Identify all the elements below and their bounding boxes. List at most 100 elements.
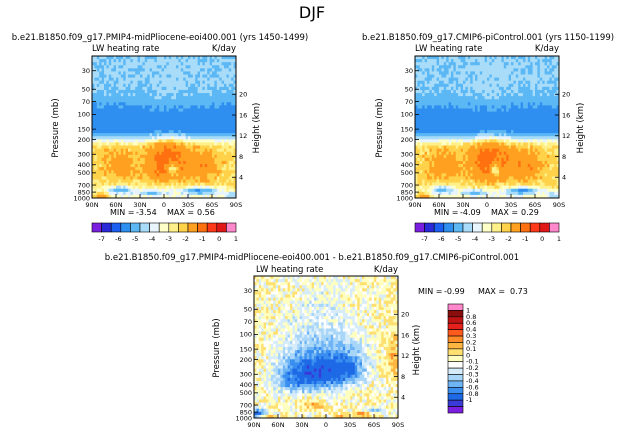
heatmap-cell bbox=[140, 105, 143, 109]
heatmap-cell bbox=[176, 188, 179, 193]
heatmap-cell bbox=[520, 117, 524, 122]
heatmap-cell bbox=[111, 71, 114, 75]
heatmap-cell bbox=[527, 160, 531, 165]
heatmap-cell bbox=[111, 105, 114, 109]
heatmap-cell bbox=[537, 160, 541, 165]
heatmap-cell bbox=[180, 86, 184, 91]
heatmap-cell bbox=[419, 145, 423, 150]
heatmap-cell bbox=[503, 157, 507, 162]
heatmap-cell bbox=[161, 127, 165, 131]
heatmap-cell bbox=[178, 176, 182, 180]
heatmap-cell bbox=[99, 99, 102, 103]
heatmap-cell bbox=[125, 86, 129, 91]
heatmap-cell bbox=[101, 86, 105, 91]
heatmap-cell bbox=[178, 117, 182, 122]
heatmap-cell bbox=[556, 127, 560, 131]
heatmap-cell bbox=[188, 56, 191, 60]
heatmap-cell bbox=[190, 179, 194, 183]
heatmap-cell bbox=[166, 173, 170, 177]
heatmap-cell bbox=[467, 71, 471, 75]
heatmap-cell bbox=[530, 62, 533, 66]
heatmap-cell bbox=[111, 157, 114, 162]
heatmap-cell bbox=[539, 127, 543, 131]
heatmap-cell bbox=[228, 142, 232, 146]
heatmap-cell bbox=[417, 154, 421, 159]
heatmap-cell bbox=[226, 127, 230, 131]
heatmap-cell bbox=[460, 164, 464, 168]
heatmap-cell bbox=[532, 117, 536, 122]
heatmap-cell bbox=[465, 108, 469, 112]
heatmap-cell bbox=[137, 123, 141, 128]
heatmap-cell bbox=[113, 83, 117, 88]
heatmap-cell bbox=[458, 65, 461, 69]
heatmap-cell bbox=[448, 74, 452, 79]
heatmap-cell bbox=[130, 179, 134, 183]
heatmap-cell bbox=[188, 148, 191, 153]
heatmap-cell bbox=[487, 160, 490, 165]
heatmap-cell bbox=[123, 154, 126, 159]
heatmap-cell bbox=[544, 68, 548, 72]
heatmap-cell bbox=[108, 120, 112, 125]
heatmap-cell bbox=[200, 80, 203, 85]
heatmap-cell bbox=[530, 117, 533, 122]
heatmap-cell bbox=[441, 77, 445, 82]
heatmap-cell bbox=[542, 117, 545, 122]
heatmap-cell bbox=[168, 182, 172, 187]
heatmap-cell bbox=[176, 185, 179, 190]
heatmap-cell bbox=[104, 99, 107, 103]
heatmap-cell bbox=[118, 99, 122, 103]
heatmap-cell bbox=[431, 148, 435, 153]
heatmap-cell bbox=[147, 194, 150, 199]
heatmap-cell bbox=[434, 71, 437, 75]
heatmap-cell bbox=[415, 80, 418, 85]
heatmap-cell bbox=[173, 170, 177, 174]
heatmap-cell bbox=[212, 102, 215, 106]
heatmap-cell bbox=[118, 176, 122, 180]
heatmap-cell bbox=[214, 173, 218, 177]
heatmap-cell bbox=[455, 160, 459, 165]
heatmap-cell bbox=[544, 160, 548, 165]
heatmap-cell bbox=[200, 139, 203, 143]
heatmap-cell bbox=[214, 179, 218, 183]
heatmap-cell bbox=[101, 99, 105, 103]
heatmap-cell bbox=[477, 105, 481, 109]
heatmap-cell bbox=[130, 170, 134, 174]
heatmap-cell bbox=[224, 65, 227, 69]
heatmap-cell bbox=[527, 93, 531, 97]
heatmap-cell bbox=[424, 145, 428, 150]
heatmap-cell bbox=[491, 99, 495, 103]
heatmap-cell bbox=[113, 160, 117, 165]
heatmap-cell bbox=[132, 173, 136, 177]
heatmap-cell bbox=[173, 62, 177, 66]
heatmap-cell bbox=[132, 133, 136, 137]
heatmap-cell bbox=[527, 83, 531, 88]
heatmap-cell bbox=[120, 89, 124, 94]
heatmap-cell bbox=[111, 65, 114, 69]
colorbar-swatch bbox=[206, 222, 218, 233]
heatmap-cell bbox=[443, 99, 447, 103]
heatmap-cell bbox=[104, 93, 107, 97]
heatmap-cell bbox=[104, 83, 107, 88]
heatmap-cell bbox=[415, 74, 418, 79]
heatmap-cell bbox=[472, 59, 476, 63]
heatmap-cell bbox=[176, 151, 179, 156]
heatmap-cell bbox=[128, 74, 131, 79]
heatmap-cell bbox=[214, 123, 218, 128]
heatmap-cell bbox=[149, 56, 153, 60]
heatmap-cell bbox=[135, 93, 138, 97]
heatmap-cell bbox=[214, 151, 218, 156]
heatmap-cell bbox=[537, 77, 541, 82]
heatmap-cell bbox=[132, 185, 136, 190]
heatmap-cell bbox=[171, 133, 174, 137]
heatmap-cell bbox=[415, 136, 418, 140]
heatmap-cell bbox=[108, 83, 112, 88]
heatmap-cell bbox=[451, 127, 454, 131]
heatmap-cell bbox=[161, 93, 165, 97]
heatmap-cell bbox=[154, 182, 158, 187]
heatmap-cell bbox=[525, 130, 529, 134]
heatmap-cell bbox=[101, 167, 105, 171]
heatmap-cell bbox=[108, 68, 112, 72]
heatmap-cell bbox=[228, 105, 232, 109]
heatmap-cell bbox=[431, 127, 435, 131]
heatmap-cell bbox=[439, 148, 442, 153]
